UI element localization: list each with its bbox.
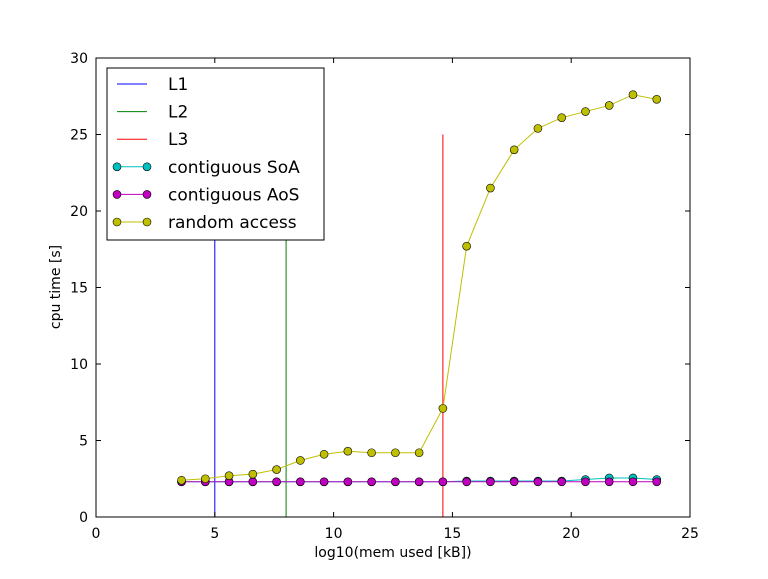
data-point (438, 404, 448, 413)
legend-label: contiguous SoA (168, 158, 300, 178)
data-point (343, 446, 353, 456)
data-point (296, 456, 305, 465)
data-point (581, 477, 590, 487)
data-point (557, 113, 566, 122)
data-point (319, 477, 329, 487)
data-point (248, 469, 258, 479)
data-point (628, 477, 638, 487)
legend-label: random access (168, 213, 297, 233)
legend-marker (142, 217, 152, 227)
x-tick-label: 25 (681, 526, 699, 542)
data-point (414, 477, 424, 487)
legend-label: L2 (168, 103, 188, 123)
y-tick-label: 5 (79, 434, 88, 450)
data-point (509, 145, 519, 155)
data-point (272, 465, 281, 474)
y-tick-label: 0 (79, 510, 88, 526)
x-tick-label: 10 (325, 526, 343, 542)
data-point (272, 477, 281, 487)
data-point (367, 477, 376, 487)
data-point (581, 107, 590, 116)
data-point (486, 183, 495, 193)
data-point (462, 241, 471, 251)
y-tick-label: 30 (70, 51, 88, 67)
y-tick-label: 25 (70, 128, 88, 144)
data-point (557, 477, 566, 487)
legend-marker (112, 162, 122, 172)
data-point (391, 477, 400, 487)
legend-label: contiguous AoS (168, 185, 299, 205)
legend-box (106, 67, 325, 241)
data-point (604, 101, 614, 110)
legend-marker (142, 162, 152, 172)
data-point (414, 448, 424, 458)
data-point (367, 448, 376, 458)
legend-label: L1 (168, 75, 188, 95)
data-point (319, 449, 329, 459)
x-axis-label: log10(mem used [kB]) (314, 545, 471, 561)
legend-label: L3 (168, 130, 188, 150)
data-point (391, 448, 400, 458)
data-point (343, 477, 353, 487)
data-point (486, 477, 495, 487)
legend-marker (142, 190, 152, 199)
data-point (652, 95, 662, 104)
y-tick-label: 20 (70, 204, 88, 220)
legend-marker (112, 217, 122, 227)
x-tick-label: 20 (562, 526, 580, 542)
y-axis-label: cpu time [s] (48, 245, 64, 329)
data-point (652, 477, 662, 487)
data-point (509, 477, 519, 487)
x-tick-label: 15 (443, 526, 461, 542)
data-point (177, 475, 186, 485)
data-point (462, 477, 471, 487)
data-point (224, 471, 234, 480)
y-tick-label: 10 (70, 357, 88, 373)
data-point (200, 474, 210, 484)
data-point (248, 477, 258, 487)
data-point (438, 477, 448, 487)
data-point (628, 90, 638, 100)
data-point (533, 477, 543, 487)
data-point (604, 477, 614, 487)
data-point (533, 124, 543, 133)
x-tick-label: 0 (92, 526, 101, 542)
y-tick-label: 15 (70, 281, 88, 297)
x-tick-label: 5 (210, 526, 219, 542)
legend-marker (112, 190, 122, 199)
legend: L1 L2 L3 contiguous SoA contiguous AoS random… (106, 67, 325, 241)
data-point (296, 477, 305, 487)
